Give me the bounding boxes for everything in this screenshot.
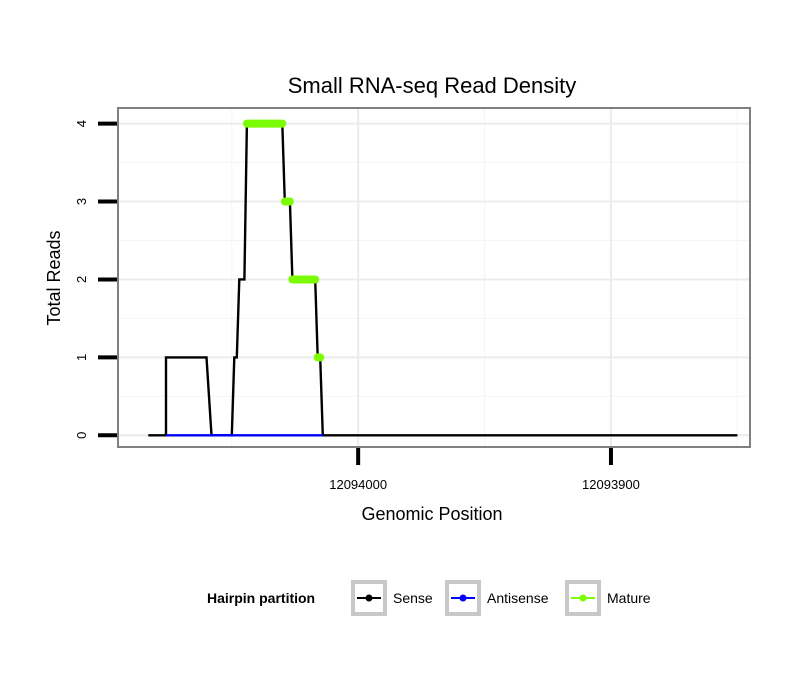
series-layer — [148, 119, 738, 437]
legend-key-dot — [579, 594, 587, 602]
legend-entry-mature: Mature — [607, 590, 651, 606]
chart-title: Small RNA-seq Read Density — [288, 73, 577, 98]
y-tick-label: 3 — [74, 198, 89, 205]
legend: Hairpin partition Sense Antisense Mature — [207, 580, 651, 616]
legend-key-dot — [365, 594, 373, 602]
y-tick-label: 4 — [74, 120, 89, 127]
plot-border — [117, 107, 751, 448]
y-tick-label: 0 — [74, 432, 89, 439]
x-tick-label: 12093900 — [582, 477, 640, 492]
legend-entry-antisense: Antisense — [487, 590, 549, 606]
y-axis: 0 1 2 3 4 — [74, 120, 117, 439]
y-tick-label: 2 — [74, 276, 89, 283]
x-tick-label: 12094000 — [329, 477, 387, 492]
y-tick-label: 1 — [74, 354, 89, 361]
plot-background — [118, 108, 750, 447]
legend-key-dot — [459, 594, 467, 602]
x-axis: 12094000 12093900 — [329, 448, 640, 492]
legend-title: Hairpin partition — [207, 590, 315, 606]
legend-entry-sense: Sense — [393, 590, 433, 606]
y-axis-label: Total Reads — [44, 230, 64, 325]
x-axis-label: Genomic Position — [361, 504, 502, 524]
series-sense-line — [148, 122, 738, 437]
